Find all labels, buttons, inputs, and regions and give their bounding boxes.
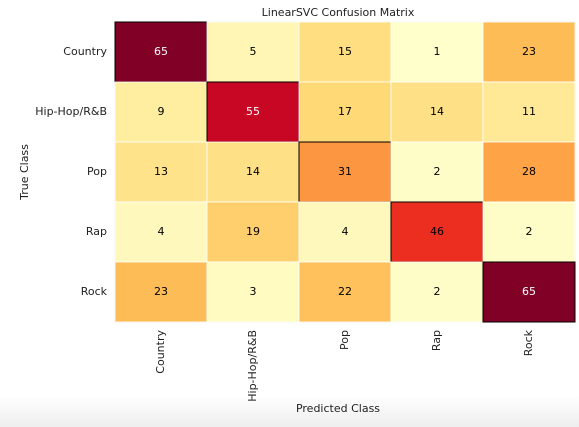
cell-label: 65	[154, 45, 168, 58]
cell	[482, 141, 576, 203]
cell	[114, 261, 208, 323]
cell-label: 5	[250, 45, 257, 58]
cell	[482, 201, 576, 263]
cell-label: 19	[246, 225, 260, 238]
cell-label: 4	[158, 225, 165, 238]
chart-title: LinearSVC Confusion Matrix	[262, 6, 415, 19]
x-tick-label: Country	[154, 330, 167, 374]
y-tick-label: Country	[63, 45, 107, 58]
cell-label: 9	[158, 105, 165, 118]
cell	[206, 81, 300, 143]
x-tick-label: Pop	[338, 330, 351, 350]
cell-label: 23	[154, 285, 168, 298]
x-axis-title: Predicted Class	[296, 402, 380, 415]
cell-label: 28	[522, 165, 536, 178]
cell	[482, 261, 576, 323]
cell-label: 2	[526, 225, 533, 238]
cell-label: 2	[434, 165, 441, 178]
cell	[390, 261, 484, 323]
cell	[206, 201, 300, 263]
y-axis-title: True Class	[18, 144, 31, 201]
cell	[298, 81, 392, 143]
background-band	[0, 395, 579, 427]
cell-label: 4	[342, 225, 349, 238]
cell-label: 23	[522, 45, 536, 58]
y-tick-label: Pop	[87, 165, 107, 178]
cell	[298, 261, 392, 323]
x-tick-label: Rock	[522, 329, 535, 356]
cell-label: 11	[522, 105, 536, 118]
y-tick-label: Hip-Hop/R&B	[35, 105, 107, 118]
cell	[298, 141, 392, 203]
cell	[390, 21, 484, 83]
cell-label: 46	[430, 225, 444, 238]
cell	[206, 261, 300, 323]
cell	[114, 81, 208, 143]
cell	[482, 81, 576, 143]
cell	[206, 21, 300, 83]
cell-label: 3	[250, 285, 257, 298]
cell-label: 14	[430, 105, 444, 118]
cell-label: 31	[338, 165, 352, 178]
y-tick-label: Rock	[81, 285, 108, 298]
cell	[114, 141, 208, 203]
cell	[298, 201, 392, 263]
cell-label: 13	[154, 165, 168, 178]
cell-label: 65	[522, 285, 536, 298]
cell-label: 15	[338, 45, 352, 58]
cell-label: 1	[434, 45, 441, 58]
cell	[390, 81, 484, 143]
y-tick-label: Rap	[86, 225, 107, 238]
cell-label: 2	[434, 285, 441, 298]
x-tick-label: Hip-Hop/R&B	[246, 330, 259, 402]
cell-label: 55	[246, 105, 260, 118]
cell-label: 17	[338, 105, 352, 118]
cell	[206, 141, 300, 203]
cell-label: 14	[246, 165, 260, 178]
x-tick-label: Rap	[430, 330, 443, 351]
cell	[390, 141, 484, 203]
cell-label: 22	[338, 285, 352, 298]
cell	[114, 201, 208, 263]
